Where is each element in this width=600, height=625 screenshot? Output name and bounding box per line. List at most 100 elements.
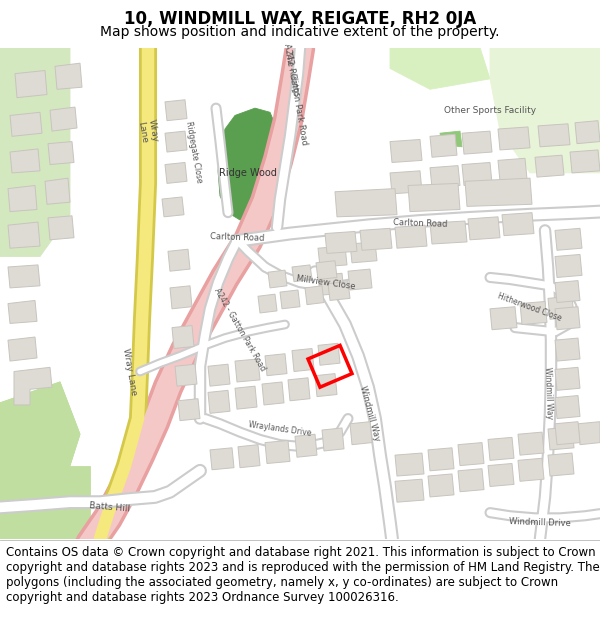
Polygon shape — [390, 48, 490, 89]
Text: Hitherwood Close: Hitherwood Close — [497, 291, 563, 322]
Polygon shape — [430, 134, 457, 158]
Polygon shape — [10, 112, 42, 136]
Polygon shape — [395, 453, 424, 476]
Polygon shape — [280, 290, 300, 309]
Text: Windmill Way: Windmill Way — [358, 384, 382, 442]
Polygon shape — [0, 382, 80, 497]
Polygon shape — [555, 338, 580, 361]
Polygon shape — [575, 121, 600, 144]
Polygon shape — [462, 162, 492, 186]
Text: A242 - Gatton Park Road: A242 - Gatton Park Road — [281, 43, 308, 146]
Polygon shape — [468, 217, 500, 240]
Polygon shape — [15, 71, 47, 98]
Polygon shape — [348, 269, 372, 290]
Polygon shape — [0, 48, 70, 256]
Text: Other Sports Facility: Other Sports Facility — [444, 106, 536, 115]
Polygon shape — [162, 197, 184, 217]
Polygon shape — [172, 326, 194, 349]
Text: 10, WINDMILL WAY, REIGATE, RH2 0JA: 10, WINDMILL WAY, REIGATE, RH2 0JA — [124, 9, 476, 28]
Polygon shape — [555, 307, 580, 330]
Polygon shape — [258, 294, 277, 313]
Polygon shape — [440, 131, 462, 147]
Text: A242 - Gatton Park Road: A242 - Gatton Park Road — [212, 287, 268, 372]
Polygon shape — [165, 100, 187, 121]
Polygon shape — [458, 469, 484, 492]
Polygon shape — [555, 396, 580, 419]
Polygon shape — [350, 242, 377, 263]
Polygon shape — [8, 265, 40, 288]
Polygon shape — [48, 142, 74, 164]
Polygon shape — [14, 368, 52, 405]
Polygon shape — [170, 286, 192, 309]
Polygon shape — [328, 282, 350, 301]
Polygon shape — [318, 273, 344, 295]
Polygon shape — [235, 386, 257, 409]
Polygon shape — [430, 221, 467, 244]
Text: Windmill Drive: Windmill Drive — [509, 518, 571, 529]
Polygon shape — [292, 265, 312, 282]
Polygon shape — [175, 364, 197, 386]
Polygon shape — [210, 448, 234, 470]
Polygon shape — [208, 364, 230, 386]
Polygon shape — [45, 178, 70, 204]
Polygon shape — [316, 261, 337, 279]
Polygon shape — [318, 246, 347, 267]
Polygon shape — [48, 216, 74, 240]
Polygon shape — [8, 186, 37, 212]
Text: Millview Close: Millview Close — [296, 274, 356, 291]
Text: Wray Lane: Wray Lane — [121, 347, 139, 396]
Polygon shape — [488, 464, 514, 486]
Polygon shape — [8, 337, 37, 361]
Text: Contains OS data © Crown copyright and database right 2021. This information is : Contains OS data © Crown copyright and d… — [6, 546, 600, 604]
Polygon shape — [208, 391, 230, 413]
Text: The Ridings: The Ridings — [283, 51, 301, 97]
Text: Batts Hill: Batts Hill — [89, 501, 131, 514]
Polygon shape — [325, 231, 357, 253]
Polygon shape — [168, 249, 190, 271]
Polygon shape — [548, 427, 574, 450]
Polygon shape — [502, 213, 534, 236]
Polygon shape — [178, 399, 200, 421]
Polygon shape — [428, 474, 454, 497]
Polygon shape — [8, 301, 37, 323]
Polygon shape — [578, 422, 600, 444]
Polygon shape — [235, 359, 260, 382]
Polygon shape — [50, 107, 77, 131]
Polygon shape — [548, 453, 574, 476]
Polygon shape — [395, 225, 427, 248]
Polygon shape — [488, 438, 514, 461]
Polygon shape — [268, 270, 287, 288]
Polygon shape — [0, 466, 90, 539]
Polygon shape — [570, 150, 600, 173]
Polygon shape — [430, 166, 460, 188]
Polygon shape — [555, 254, 582, 278]
Polygon shape — [335, 189, 397, 217]
Polygon shape — [548, 296, 574, 319]
Polygon shape — [305, 286, 324, 304]
Polygon shape — [322, 428, 344, 451]
Polygon shape — [518, 432, 544, 455]
Polygon shape — [462, 131, 492, 154]
Polygon shape — [292, 349, 314, 371]
Polygon shape — [295, 434, 317, 457]
Text: Ridge Wood: Ridge Wood — [219, 168, 277, 178]
Polygon shape — [350, 422, 372, 444]
Polygon shape — [315, 374, 337, 397]
Polygon shape — [265, 441, 290, 464]
Polygon shape — [395, 479, 424, 502]
Polygon shape — [490, 48, 600, 173]
Polygon shape — [408, 183, 460, 212]
Polygon shape — [555, 228, 582, 250]
Polygon shape — [218, 108, 280, 220]
Polygon shape — [55, 63, 82, 89]
Polygon shape — [165, 162, 187, 183]
Text: Map shows position and indicative extent of the property.: Map shows position and indicative extent… — [100, 25, 500, 39]
Polygon shape — [262, 382, 284, 405]
Polygon shape — [165, 131, 187, 152]
Polygon shape — [8, 222, 40, 248]
Polygon shape — [498, 158, 527, 181]
Text: Ridgegate Close: Ridgegate Close — [184, 121, 204, 184]
Text: Windmill Way: Windmill Way — [542, 366, 553, 419]
Text: Carlton Road: Carlton Road — [210, 232, 265, 243]
Polygon shape — [555, 281, 580, 302]
